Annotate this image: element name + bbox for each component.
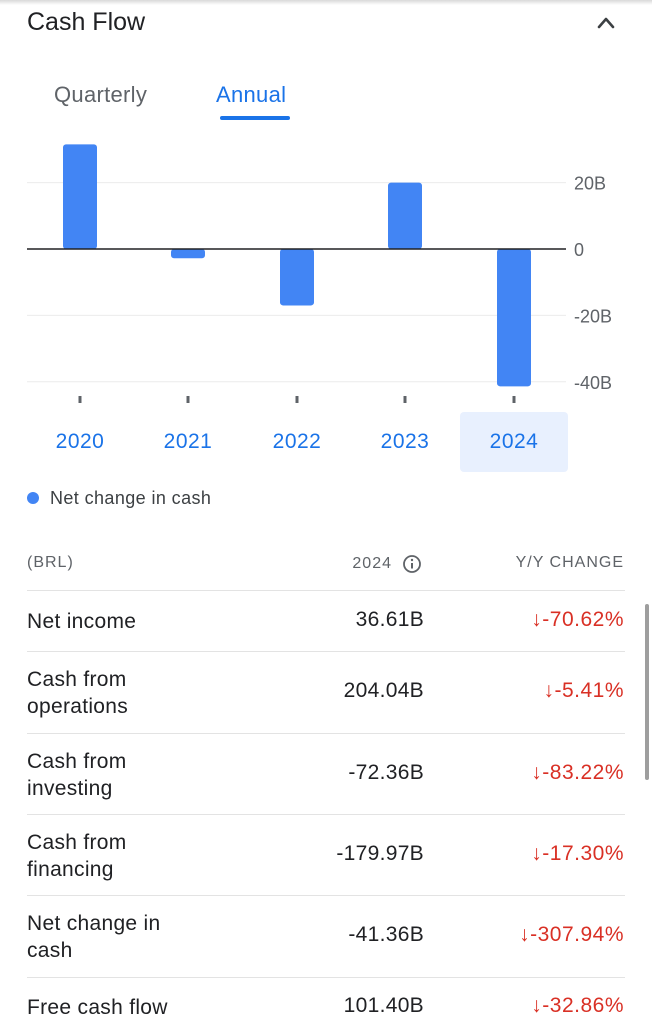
row-label: Free cash flow xyxy=(27,996,168,1019)
row-change: ↓-32.86% xyxy=(531,994,624,1017)
bar xyxy=(171,249,205,259)
section-header: Cash Flow xyxy=(0,0,652,48)
bar xyxy=(497,249,531,387)
row-label: Cash from investing xyxy=(27,750,127,800)
row-label: Net income xyxy=(27,610,137,633)
table-header: (BRL) 2024 Y/Y CHANGE xyxy=(0,548,652,580)
row-value: -41.36B xyxy=(348,923,424,946)
currency-header: (BRL) xyxy=(27,554,74,571)
row-value: 36.61B xyxy=(355,608,424,631)
year-label-2022[interactable]: 2022 xyxy=(272,430,322,453)
bar xyxy=(63,144,97,249)
section-title: Cash Flow xyxy=(27,8,146,36)
tab-quarterly[interactable]: Quarterly xyxy=(54,82,148,107)
bar xyxy=(388,182,422,249)
x-tick xyxy=(186,396,190,403)
year-label-2024[interactable]: 2024 xyxy=(460,412,568,472)
scrollbar[interactable] xyxy=(645,604,649,780)
year-label-2020[interactable]: 2020 xyxy=(55,430,105,453)
top-shadow xyxy=(0,0,652,5)
legend-label: Net change in cash xyxy=(50,487,212,508)
cash-flow-chart: 20B 0 -20B -40B xyxy=(27,144,612,403)
x-tick xyxy=(295,396,299,403)
row-change: ↓-17.30% xyxy=(531,842,624,865)
chevron-up-icon[interactable] xyxy=(596,14,616,30)
table-row[interactable]: Cash from financing -179.97B ↓-17.30% xyxy=(27,814,625,895)
row-label: Net change in cash xyxy=(27,912,161,962)
y-tick-label: -40B xyxy=(574,373,612,393)
year-labels: 2020 2021 2022 2023 2024 xyxy=(0,412,652,474)
x-tick xyxy=(512,396,516,403)
x-tick xyxy=(403,396,407,403)
period-header: 2024 xyxy=(352,554,422,574)
table-row[interactable]: Net income 36.61B ↓-70.62% xyxy=(27,590,625,651)
y-tick-label: 0 xyxy=(574,240,584,260)
row-label: Cash from financing xyxy=(27,831,127,881)
row-change: ↓-307.94% xyxy=(519,923,624,946)
row-label: Cash from operations xyxy=(27,668,129,718)
row-value: 101.40B xyxy=(343,994,424,1017)
table-row[interactable]: Cash from operations 204.04B ↓-5.41% xyxy=(27,651,625,733)
table-row[interactable]: Net change in cash -41.36B ↓-307.94% xyxy=(27,895,625,977)
chart-legend: Net change in cash xyxy=(27,486,211,510)
row-change: ↓-5.41% xyxy=(543,679,624,702)
period-tabs: Quarterly Annual xyxy=(0,78,652,128)
row-change: ↓-70.62% xyxy=(531,608,624,631)
period-header-label: 2024 xyxy=(352,555,392,572)
info-icon[interactable] xyxy=(402,554,422,574)
year-label-2021[interactable]: 2021 xyxy=(163,430,213,453)
change-header: Y/Y CHANGE xyxy=(515,554,624,571)
row-value: 204.04B xyxy=(343,679,424,702)
x-tick xyxy=(78,396,82,403)
bar xyxy=(280,249,314,306)
row-value: -179.97B xyxy=(336,842,424,865)
active-tab-indicator xyxy=(220,116,290,120)
row-value: -72.36B xyxy=(348,761,424,784)
tab-annual[interactable]: Annual xyxy=(216,82,287,107)
year-label-2023[interactable]: 2023 xyxy=(380,430,430,453)
legend-swatch xyxy=(27,492,39,504)
row-change: ↓-83.22% xyxy=(531,761,624,784)
table-row[interactable]: Cash from investing -72.36B ↓-83.22% xyxy=(27,733,625,814)
table-row[interactable]: Free cash flow 101.40B ↓-32.86% xyxy=(27,977,625,1024)
y-tick-label: 20B xyxy=(574,174,606,194)
y-tick-label: -20B xyxy=(574,306,612,326)
